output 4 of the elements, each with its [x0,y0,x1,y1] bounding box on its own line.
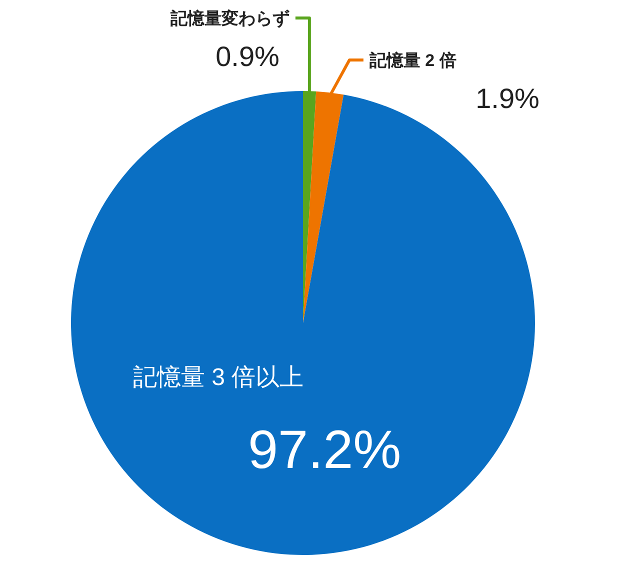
slice-label: 記憶量変わらず [169,9,290,28]
data-label: 0.9% [216,41,280,72]
slice-label: 記憶量 2 倍 [368,51,456,70]
data-label: 1.9% [476,83,540,114]
